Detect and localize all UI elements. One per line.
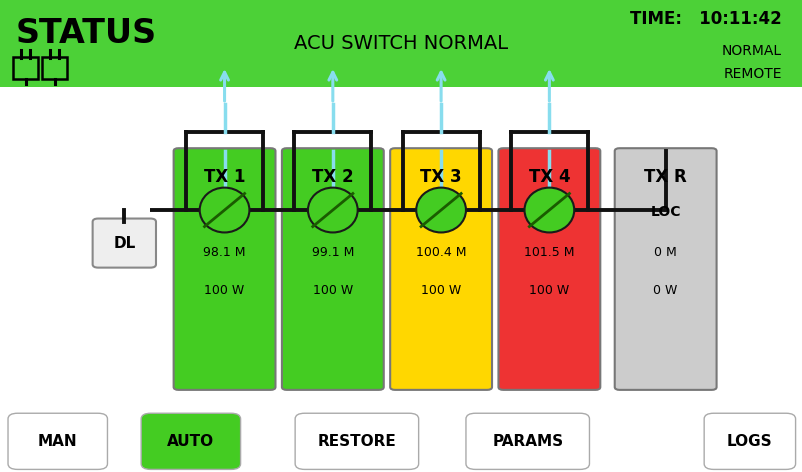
Text: 100.4 M: 100.4 M [416, 246, 466, 259]
FancyBboxPatch shape [282, 148, 383, 390]
Text: TX 4: TX 4 [529, 168, 570, 186]
Text: MAN: MAN [38, 434, 78, 449]
Text: 100 W: 100 W [529, 284, 569, 297]
FancyBboxPatch shape [173, 148, 276, 390]
FancyBboxPatch shape [92, 219, 156, 268]
Text: REM: REM [533, 205, 566, 219]
Text: LOGS: LOGS [727, 434, 772, 449]
FancyBboxPatch shape [295, 413, 419, 469]
Text: REM: REM [208, 205, 241, 219]
Ellipse shape [308, 187, 358, 232]
Ellipse shape [200, 187, 249, 232]
Text: REM: REM [316, 205, 350, 219]
Ellipse shape [525, 187, 574, 232]
Text: 0 M: 0 M [654, 246, 677, 259]
Text: 99.1 M: 99.1 M [312, 246, 354, 259]
Text: REMOTE: REMOTE [723, 67, 782, 81]
Text: 100 W: 100 W [313, 284, 353, 297]
Text: PARAMS: PARAMS [492, 434, 563, 449]
Text: 101.5 M: 101.5 M [525, 246, 574, 259]
Text: RESTORE: RESTORE [318, 434, 396, 449]
Text: STATUS: STATUS [16, 17, 157, 50]
Text: TX 1: TX 1 [204, 168, 245, 186]
FancyBboxPatch shape [141, 413, 241, 469]
Text: 100 W: 100 W [205, 284, 245, 297]
Ellipse shape [416, 187, 466, 232]
FancyBboxPatch shape [466, 413, 589, 469]
FancyBboxPatch shape [8, 413, 107, 469]
Text: AUTO: AUTO [168, 434, 214, 449]
Text: TX 3: TX 3 [420, 168, 462, 186]
Text: 100 W: 100 W [421, 284, 461, 297]
Text: DL: DL [113, 236, 136, 251]
FancyBboxPatch shape [704, 413, 796, 469]
Text: TX 2: TX 2 [312, 168, 354, 186]
Text: NORMAL: NORMAL [722, 43, 782, 58]
Text: LOC: LOC [650, 205, 681, 219]
FancyBboxPatch shape [13, 57, 38, 79]
Text: TX R: TX R [644, 168, 687, 186]
FancyBboxPatch shape [42, 57, 67, 79]
FancyBboxPatch shape [0, 0, 802, 87]
Text: ACU SWITCH NORMAL: ACU SWITCH NORMAL [294, 34, 508, 53]
FancyBboxPatch shape [614, 148, 717, 390]
Text: 98.1 M: 98.1 M [204, 246, 245, 259]
Text: 0 W: 0 W [654, 284, 678, 297]
Text: TIME:   10:11:42: TIME: 10:11:42 [630, 10, 782, 28]
FancyBboxPatch shape [499, 148, 600, 390]
FancyBboxPatch shape [391, 148, 492, 390]
Text: LOC: LOC [426, 205, 456, 219]
